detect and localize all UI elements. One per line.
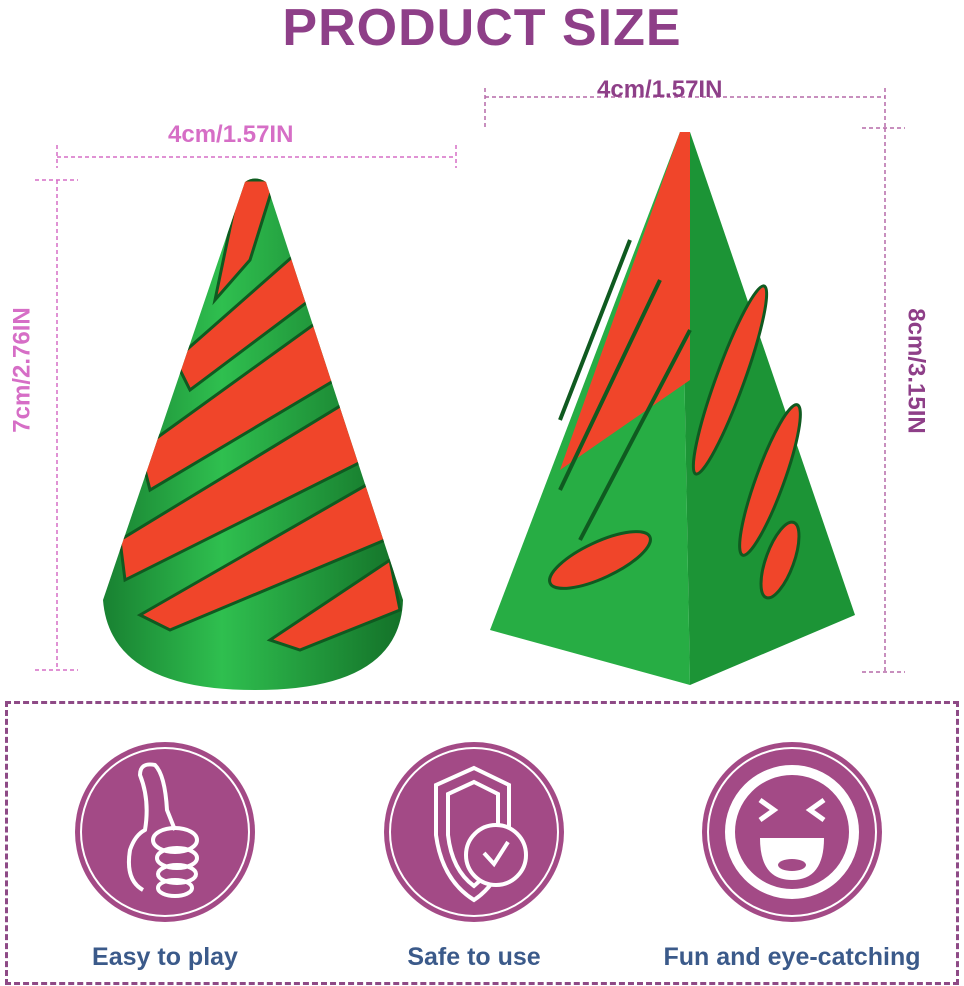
feature-easy-to-play: Easy to play — [15, 740, 315, 972]
feature-safe-to-use: Safe to use — [324, 740, 624, 972]
page-title: PRODUCT SIZE — [282, 0, 682, 57]
cone-width-label: 4cm/1.57IN — [168, 121, 294, 148]
right-dimension-lines — [484, 88, 905, 673]
shield-check-icon — [384, 742, 564, 922]
feature-label: Fun and eye-catching — [663, 943, 921, 971]
cone-height-label: 7cm/2.76IN — [8, 307, 36, 433]
pyramid-width-label: 4cm/1.57IN — [597, 76, 723, 103]
product-illustrations — [35, 88, 905, 690]
spiral-pyramid-image — [490, 132, 855, 685]
feature-label: Easy to play — [92, 943, 238, 971]
thumbs-up-icon — [75, 742, 255, 922]
laughing-face-icon — [702, 742, 882, 922]
feature-fun: Fun and eye-catching — [642, 740, 942, 972]
features-box — [5, 701, 959, 985]
feature-label: Safe to use — [407, 943, 541, 971]
left-dimension-lines — [35, 145, 457, 671]
spiral-cone-image — [103, 178, 403, 690]
pyramid-height-label: 8cm/3.15IN — [902, 308, 930, 434]
